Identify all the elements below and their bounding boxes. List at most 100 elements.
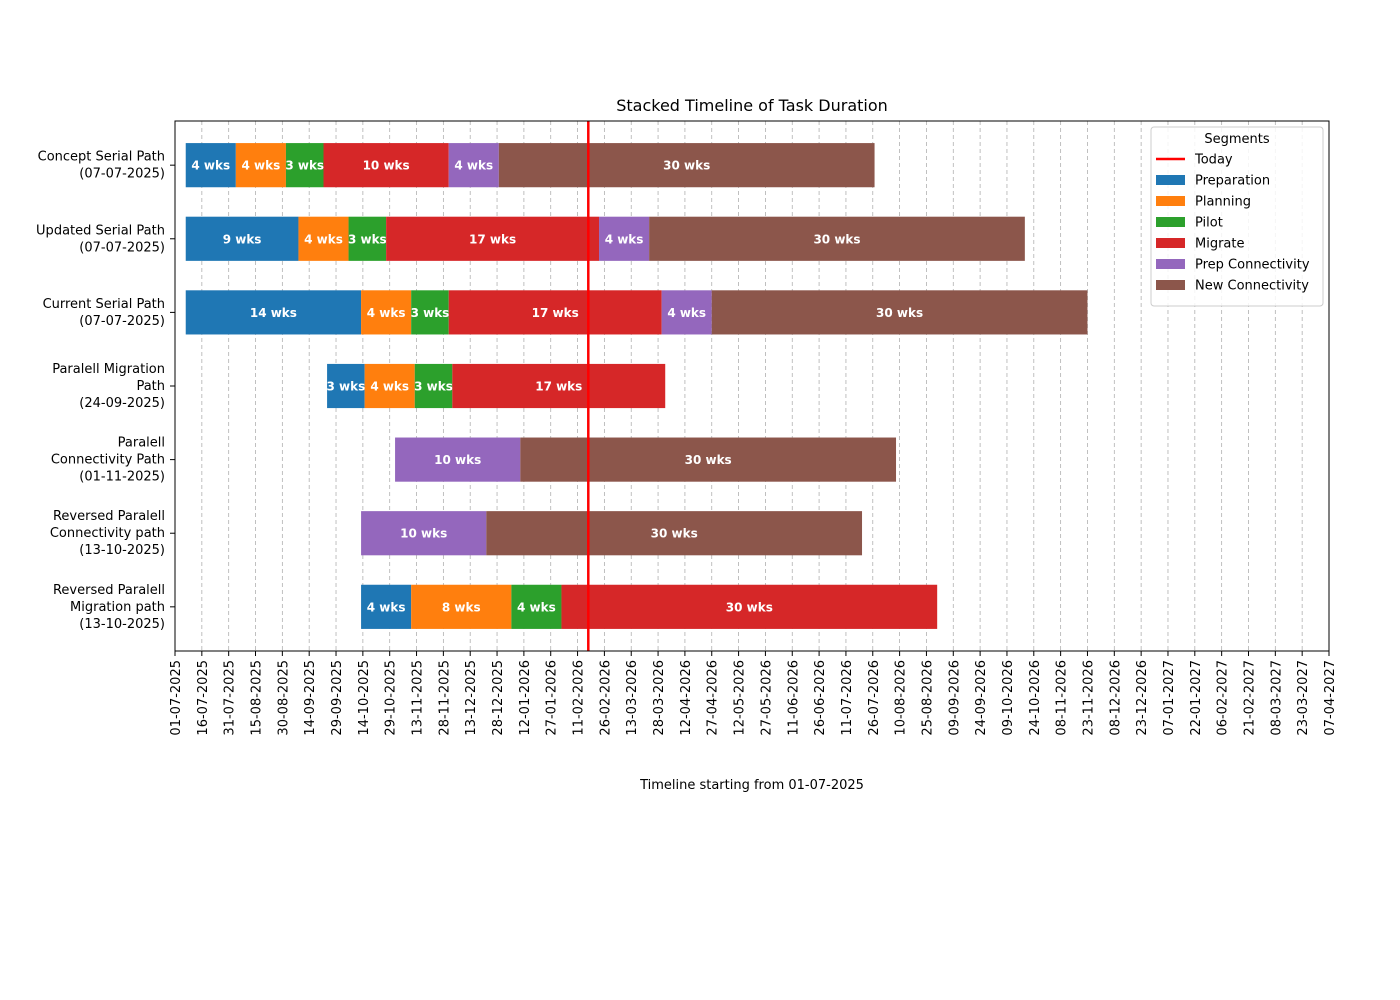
x-tick-label: 08-11-2026: [1055, 660, 1070, 736]
legend-swatch: [1156, 259, 1185, 269]
data-label: 4 wks: [605, 232, 644, 246]
data-label: 4 wks: [367, 600, 406, 614]
x-tick-label: 09-09-2026: [947, 660, 962, 736]
bar-segment: [411, 290, 449, 335]
bar-segment: [185, 143, 236, 188]
legend-swatch: [1156, 196, 1185, 206]
legend-label: New Connectivity: [1195, 279, 1309, 294]
bar-segment: [599, 216, 650, 261]
data-label: 17 wks: [535, 380, 582, 394]
x-tick-label: 13-12-2025: [464, 660, 479, 736]
bar-segment: [649, 216, 1025, 261]
data-label: 4 wks: [242, 159, 281, 173]
data-label: 4 wks: [367, 306, 406, 320]
data-label: 3 wks: [414, 380, 453, 394]
bar-segment: [414, 363, 453, 409]
x-tick-label: 29-10-2025: [384, 660, 399, 736]
data-label: 30 wks: [651, 527, 698, 541]
bar-segment: [486, 511, 863, 556]
x-tick-label: 29-09-2025: [330, 660, 345, 736]
plot-frame: [174, 120, 1330, 652]
data-label: 30 wks: [726, 600, 773, 614]
x-tick-label: 24-09-2026: [974, 660, 989, 736]
x-tick-label: 27-05-2026: [759, 660, 774, 736]
legend-swatch: [1156, 175, 1185, 185]
x-tick-label: 13-11-2025: [411, 660, 426, 736]
y-tick-label: Reversed Paralell Migration path (13-10-20…: [53, 583, 165, 632]
x-tick-label: 28-03-2026: [652, 660, 667, 736]
bar-segment: [511, 584, 562, 629]
x-tick-label: 27-04-2026: [706, 660, 721, 736]
x-tick-label: 23-12-2026: [1135, 660, 1150, 736]
data-label: 4 wks: [191, 159, 230, 173]
x-axis-label: Timeline starting from 01-07-2025: [639, 778, 864, 793]
bar-segment: [298, 216, 349, 261]
legend-label: Preparation: [1195, 174, 1270, 189]
x-tick-label: 08-03-2027: [1269, 660, 1284, 736]
x-tick-label: 14-10-2025: [357, 660, 372, 736]
x-tick-label: 31-07-2025: [223, 660, 238, 736]
bar-segment: [448, 143, 499, 188]
data-label: 4 wks: [370, 380, 409, 394]
x-tick-label: 10-08-2026: [894, 660, 909, 736]
data-label: 9 wks: [223, 232, 262, 246]
x-tick-label: 26-07-2026: [867, 660, 882, 736]
data-label: 14 wks: [250, 306, 297, 320]
data-label: 10 wks: [400, 527, 447, 541]
x-tick-label: 22-01-2027: [1189, 660, 1204, 736]
data-label: 8 wks: [442, 600, 481, 614]
bar-segment: [361, 511, 487, 556]
bar-segment: [395, 437, 521, 482]
x-tick-label: 14-09-2025: [303, 660, 318, 736]
data-label: 3 wks: [411, 306, 450, 320]
x-tick-label: 23-03-2027: [1296, 660, 1311, 736]
data-label: 4 wks: [517, 600, 556, 614]
x-tick-label: 15-08-2025: [250, 660, 265, 736]
bar-segment: [185, 290, 362, 335]
bar-segment: [498, 143, 875, 188]
y-tick-label: Paralell Connectivity Path (01-11-2025): [51, 436, 165, 485]
legend-label: Prep Connectivity: [1195, 258, 1310, 273]
x-tick-label: 07-04-2027: [1323, 660, 1338, 736]
x-tick-label: 12-01-2026: [518, 660, 533, 736]
x-tick-label: 12-04-2026: [679, 660, 694, 736]
bar-segment: [327, 363, 365, 409]
data-label: 30 wks: [876, 306, 923, 320]
x-tick-label: 08-12-2026: [1108, 660, 1123, 736]
x-tick-label: 16-07-2025: [196, 660, 211, 736]
x-tick-label: 28-11-2025: [437, 660, 452, 736]
y-tick-label: Current Serial Path (07-07-2025): [43, 297, 165, 329]
legend-swatch: [1156, 280, 1185, 290]
x-tick-label: 30-08-2025: [276, 660, 291, 736]
bar-segment: [285, 143, 324, 188]
x-tick-label: 11-07-2026: [840, 660, 855, 736]
bar-segment: [411, 584, 512, 629]
data-label: 30 wks: [685, 453, 732, 467]
data-label: 4 wks: [454, 159, 493, 173]
y-tick-label: Concept Serial Path (07-07-2025): [38, 150, 165, 182]
legend-label: Migrate: [1195, 237, 1245, 252]
bar-segment: [561, 584, 938, 629]
x-tick-label: 27-01-2026: [545, 660, 560, 736]
x-tick-label: 23-11-2026: [1081, 660, 1096, 736]
legend-label: Today: [1194, 153, 1233, 168]
bar-segment: [448, 290, 662, 335]
bar-segment: [348, 216, 387, 261]
bar-segment: [711, 290, 1088, 335]
y-tick-label: Paralell Migration Path (24-09-2025): [52, 362, 165, 411]
x-tick-label: 11-02-2026: [572, 660, 587, 736]
bar-segment: [661, 290, 712, 335]
data-label: 17 wks: [469, 232, 516, 246]
data-label: 10 wks: [434, 453, 481, 467]
bar-segment: [520, 437, 897, 482]
x-tick-label: 09-10-2026: [1001, 660, 1016, 736]
bar-segment: [361, 290, 412, 335]
x-tick-label: 01-07-2025: [169, 660, 184, 736]
data-label: 3 wks: [326, 380, 365, 394]
bar-segment: [452, 363, 666, 409]
x-tick-label: 21-02-2027: [1242, 660, 1257, 736]
bar-segment: [235, 143, 286, 188]
x-tick-label: 12-05-2026: [733, 660, 748, 736]
legend-title: Segments: [1204, 132, 1270, 147]
